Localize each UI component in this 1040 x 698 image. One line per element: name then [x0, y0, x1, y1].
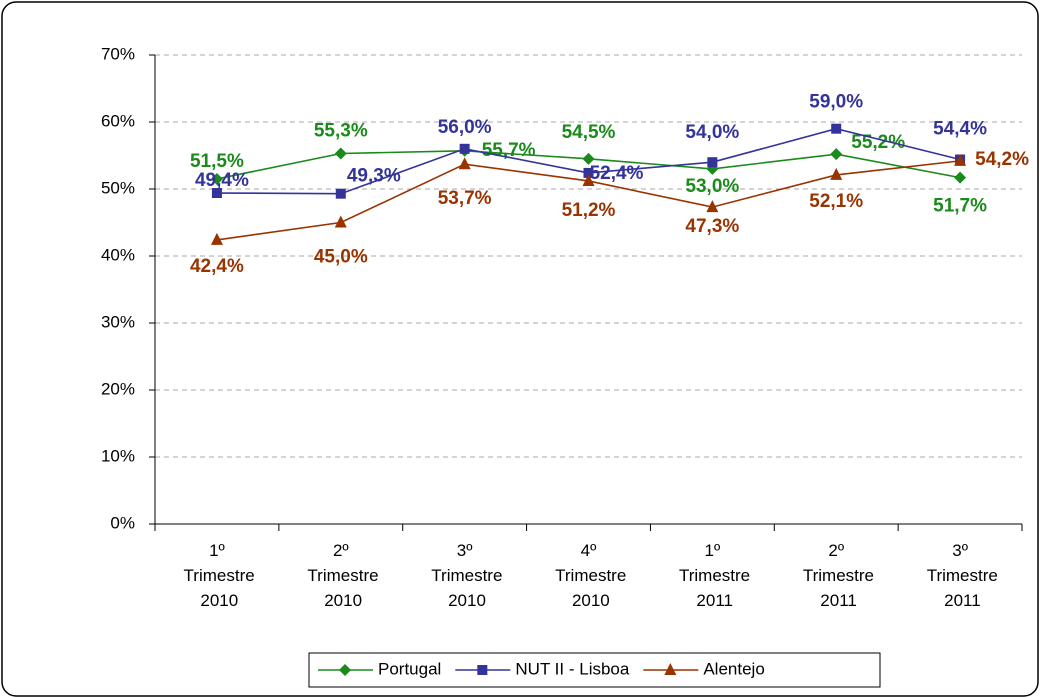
value-label: 42,4% — [190, 256, 244, 277]
value-label: 56,0% — [438, 117, 492, 138]
x-tick-line: 2010 — [320, 591, 363, 610]
value-label: 59,0% — [809, 92, 863, 113]
x-tick-line: Trimestre — [922, 566, 998, 585]
value-label: 54,0% — [685, 122, 739, 143]
value-label: 52,4% — [590, 163, 644, 184]
marker — [210, 232, 223, 245]
value-label: 47,3% — [685, 216, 739, 237]
marker — [954, 171, 967, 184]
x-tick-line: 2º — [828, 541, 844, 560]
x-tick-label: 1º Trimestre 2010 — [179, 541, 255, 610]
value-label: 55,7% — [482, 140, 536, 161]
marker — [830, 167, 843, 180]
x-tick-line: Trimestre — [798, 566, 874, 585]
legend-label: Portugal — [378, 659, 441, 678]
x-tick-label: 3º Trimestre 2011 — [922, 541, 998, 610]
x-tick-line: 2010 — [443, 591, 486, 610]
marker — [830, 148, 843, 161]
value-label: 49,3% — [347, 166, 401, 187]
marker — [831, 123, 842, 134]
x-tick-label: 4º Trimestre 2010 — [551, 541, 627, 610]
y-tick-label: 30% — [101, 312, 135, 331]
x-tick-line: 3º — [457, 541, 473, 560]
value-label: 51,2% — [562, 200, 616, 221]
x-tick-line: Trimestre — [427, 566, 503, 585]
legend-label: NUT II - Lisboa — [515, 659, 630, 678]
value-label: 49,4% — [195, 170, 249, 191]
x-tick-label: 3º Trimestre 2010 — [427, 541, 503, 610]
x-tick-label: 1º Trimestre 2011 — [675, 541, 751, 610]
marker — [582, 173, 595, 186]
marker — [334, 147, 347, 160]
x-tick-label: 2º Trimestre 2011 — [798, 541, 874, 610]
value-label: 54,4% — [933, 119, 987, 140]
y-tick-label: 40% — [101, 245, 135, 264]
y-tick-label: 60% — [101, 111, 135, 130]
marker — [582, 152, 595, 165]
value-label: 54,5% — [562, 122, 616, 143]
x-tick-line: 1º — [705, 541, 721, 560]
x-tick-line: Trimestre — [551, 566, 627, 585]
value-label: 54,2% — [975, 149, 1029, 170]
x-tick-line: 2010 — [567, 591, 610, 610]
legend-box — [308, 652, 881, 688]
y-tick-label: 10% — [101, 446, 135, 465]
marker — [458, 157, 471, 170]
y-tick-label: 20% — [101, 379, 135, 398]
x-tick-label: 2º Trimestre 2010 — [303, 541, 379, 610]
marker — [583, 167, 594, 178]
marker — [334, 215, 347, 228]
x-tick-line: 2011 — [939, 591, 980, 610]
x-tick-line: Trimestre — [303, 566, 379, 585]
value-label: 52,1% — [809, 191, 863, 212]
value-label: 45,0% — [314, 247, 368, 268]
marker — [477, 665, 488, 675]
value-label: 51,5% — [190, 151, 244, 172]
x-tick-line: 1º — [209, 541, 225, 560]
x-tick-line: 2010 — [196, 591, 239, 610]
marker — [339, 664, 351, 676]
marker — [954, 153, 967, 166]
marker — [210, 172, 223, 185]
marker — [211, 188, 222, 199]
value-label: 55,2% — [851, 132, 905, 153]
marker — [335, 188, 346, 199]
y-tick-label: 70% — [101, 44, 135, 63]
legend-label: Alentejo — [703, 659, 764, 678]
value-label: 53,7% — [438, 188, 492, 209]
value-label: 55,3% — [314, 121, 368, 142]
legend: Portugal NUT II - Lisboa Alentejo — [308, 652, 881, 688]
x-tick-line: 3º — [952, 541, 968, 560]
marker — [664, 663, 677, 675]
value-label: 51,7% — [933, 196, 987, 217]
marker — [459, 143, 470, 154]
value-label: 53,0% — [685, 176, 739, 197]
y-tick-label: 0% — [110, 513, 135, 532]
x-tick-line: 4º — [581, 541, 597, 560]
x-tick-line: 2011 — [692, 591, 733, 610]
marker — [706, 200, 719, 213]
x-tick-line: 2011 — [816, 591, 857, 610]
x-tick-line: Trimestre — [675, 566, 751, 585]
x-tick-line: 2º — [333, 541, 349, 560]
marker — [707, 157, 718, 168]
y-tick-label: 50% — [101, 178, 135, 197]
x-tick-line: Trimestre — [179, 566, 255, 585]
